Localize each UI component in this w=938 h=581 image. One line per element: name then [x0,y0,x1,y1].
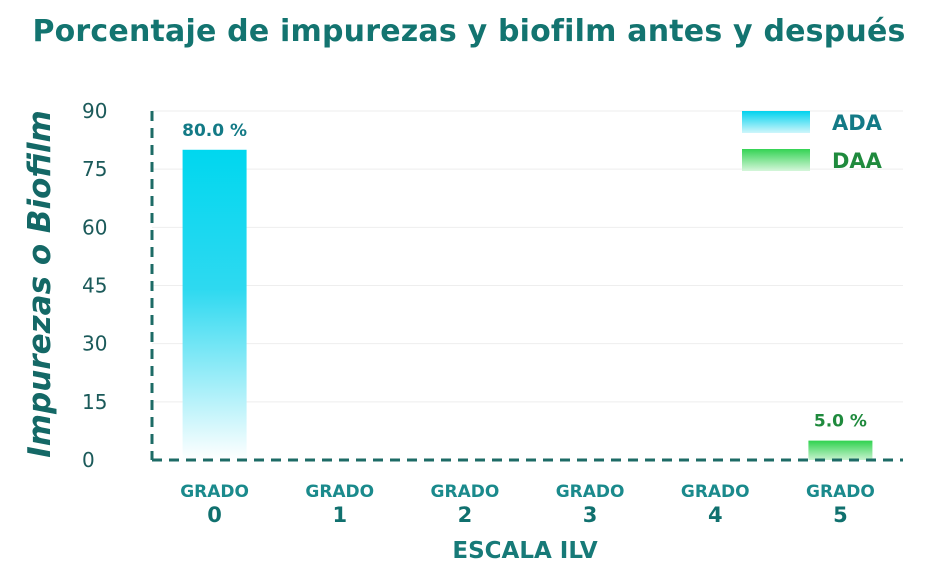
x-category-label: GRADO [556,482,625,502]
x-category-number: 4 [708,503,723,527]
legend-swatch-daa [742,149,810,171]
y-tick-label: 0 [82,448,95,472]
legend: ADA DAA [742,111,883,173]
data-label-ada: 80.0 % [182,121,247,141]
bar-daa-5 [808,440,873,460]
x-category-number: 5 [833,503,848,527]
y-tick-label: 15 [82,390,107,414]
y-tick-label: 75 [82,157,107,181]
legend-swatch-ada [742,111,810,133]
y-ticks: 0 15 30 45 60 75 90 [82,99,107,472]
x-category-number: 3 [583,503,598,527]
y-tick-label: 90 [82,99,107,123]
x-category-label: GRADO [681,482,750,502]
x-category-label: GRADO [806,482,875,502]
x-axis-label: ESCALA ILV [452,538,598,564]
x-category-number: 0 [207,503,222,527]
x-category-number: 1 [332,503,347,527]
x-category-label: GRADO [431,482,500,502]
x-category-label: GRADO [180,482,249,502]
data-label-daa: 5.0 % [814,412,867,432]
legend-label-ada: ADA [832,111,883,135]
bar-ada-0 [182,149,247,460]
data-labels: 80.0 % 5.0 % [182,121,867,432]
y-tick-label: 60 [82,215,107,239]
y-tick-label: 45 [82,274,107,298]
legend-label-daa: DAA [832,149,883,173]
y-tick-label: 30 [82,332,107,356]
x-category-number: 2 [458,503,473,527]
x-category-label: GRADO [305,482,374,502]
chart-title: Porcentaje de impurezas y biofilm antes … [32,14,906,49]
bars [182,149,873,460]
axes [150,111,903,462]
